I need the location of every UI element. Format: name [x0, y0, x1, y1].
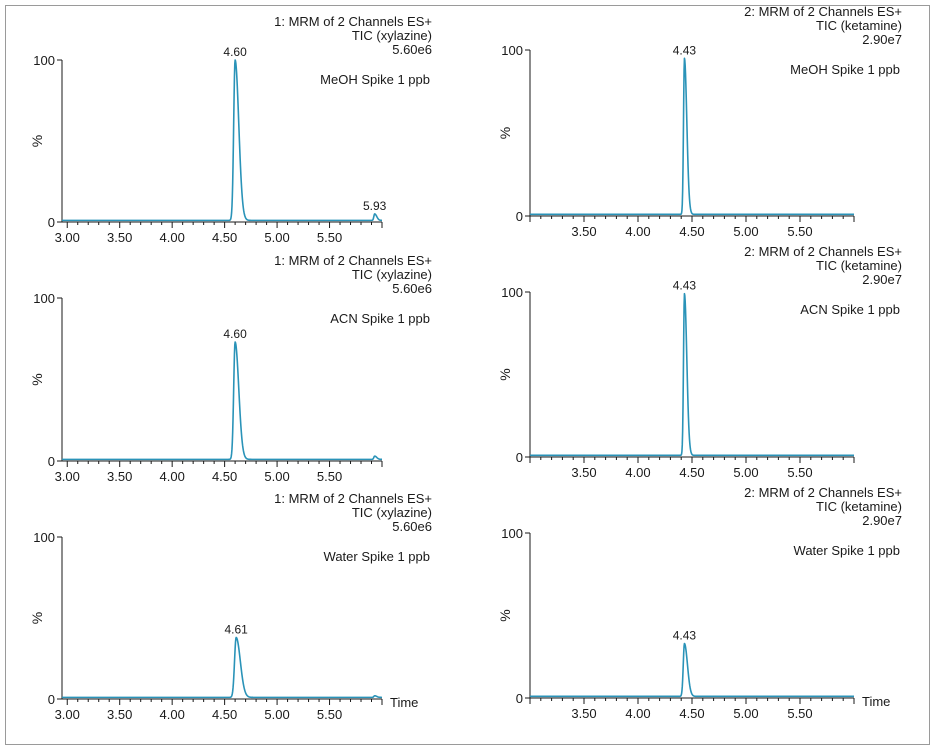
y-axis-label: %	[497, 368, 513, 380]
chromatogram-trace	[61, 636, 383, 699]
panel-header-line: 2.90e7	[862, 513, 902, 528]
chromatogram-panel: 1: MRM of 2 Channels ES+TIC (xylazine)5.…	[29, 14, 432, 245]
x-tick-label: 4.50	[212, 230, 237, 245]
chromatogram-trace	[61, 341, 383, 461]
panel-header-line: TIC (ketamine)	[816, 18, 902, 33]
y-tick-label: 100	[501, 526, 523, 541]
panel-header-line: TIC (ketamine)	[816, 499, 902, 514]
chromatogram-panel: 2: MRM of 2 Channels ES+TIC (ketamine)2.…	[497, 4, 902, 239]
x-tick-label: 5.00	[733, 706, 758, 721]
panel-header-line: TIC (xylazine)	[352, 267, 432, 282]
x-tick-label: 4.00	[160, 469, 185, 484]
x-tick-label: 5.00	[264, 230, 289, 245]
x-tick-label: 4.00	[160, 230, 185, 245]
chromatogram-panel: 1: MRM of 2 Channels ES+TIC (xylazine)5.…	[29, 253, 432, 484]
y-tick-label: 100	[33, 53, 55, 68]
peak-rt-label: 5.93	[363, 199, 387, 213]
panel-header-line: 5.60e6	[392, 42, 432, 57]
x-tick-label: 4.50	[679, 465, 704, 480]
x-axis-label: Time	[862, 694, 890, 709]
sample-label: ACN Spike 1 ppb	[330, 311, 430, 326]
x-tick-label: 3.50	[107, 469, 132, 484]
sample-label: MeOH Spike 1 ppb	[790, 62, 900, 77]
y-tick-label: 0	[48, 454, 55, 469]
sample-label: Water Spike 1 ppb	[794, 543, 900, 558]
x-tick-label: 4.00	[160, 707, 185, 722]
x-tick-label: 5.50	[317, 230, 342, 245]
panel-header-line: 2: MRM of 2 Channels ES+	[744, 4, 902, 19]
chromatogram-trace	[529, 292, 855, 457]
panel-header-line: 1: MRM of 2 Channels ES+	[274, 491, 432, 506]
x-tick-label: 3.50	[107, 230, 132, 245]
x-tick-label: 3.50	[571, 706, 596, 721]
panel-header-line: 5.60e6	[392, 519, 432, 534]
x-tick-label: 5.00	[733, 224, 758, 239]
x-tick-label: 5.00	[733, 465, 758, 480]
panel-header-line: 1: MRM of 2 Channels ES+	[274, 253, 432, 268]
chromatogram-trace	[61, 59, 383, 222]
y-tick-label: 0	[516, 691, 523, 706]
chromatogram-panel: 1: MRM of 2 Channels ES+TIC (xylazine)5.…	[29, 491, 432, 722]
chromatogram-trace	[529, 57, 855, 216]
x-tick-label: 3.50	[571, 224, 596, 239]
peak-rt-label: 4.43	[673, 43, 697, 57]
x-tick-label: 5.50	[787, 465, 812, 480]
panel-header-line: 2: MRM of 2 Channels ES+	[744, 485, 902, 500]
x-tick-label: 3.00	[55, 707, 80, 722]
y-axis-label: %	[29, 612, 45, 624]
panel-header-line: 5.60e6	[392, 281, 432, 296]
y-tick-label: 100	[33, 291, 55, 306]
y-tick-label: 0	[516, 209, 523, 224]
x-tick-label: 3.50	[571, 465, 596, 480]
y-tick-label: 100	[501, 285, 523, 300]
x-tick-label: 5.00	[264, 469, 289, 484]
x-tick-label: 5.50	[317, 469, 342, 484]
panel-header-line: TIC (xylazine)	[352, 505, 432, 520]
x-tick-label: 4.50	[679, 224, 704, 239]
panel-header-line: 2: MRM of 2 Channels ES+	[744, 244, 902, 259]
sample-label: Water Spike 1 ppb	[324, 549, 430, 564]
x-tick-label: 4.00	[625, 224, 650, 239]
figure-frame	[5, 5, 930, 745]
panel-header-line: TIC (xylazine)	[352, 28, 432, 43]
x-tick-label: 4.00	[625, 465, 650, 480]
y-axis-label: %	[29, 373, 45, 385]
peak-rt-label: 4.60	[223, 327, 247, 341]
x-tick-label: 3.00	[55, 469, 80, 484]
x-tick-label: 4.50	[679, 706, 704, 721]
x-tick-label: 5.00	[264, 707, 289, 722]
x-tick-label: 4.00	[625, 706, 650, 721]
x-tick-label: 3.50	[107, 707, 132, 722]
y-axis-label: %	[497, 609, 513, 621]
y-axis-label: %	[497, 127, 513, 139]
panel-header-line: 2.90e7	[862, 32, 902, 47]
sample-label: ACN Spike 1 ppb	[800, 302, 900, 317]
x-tick-label: 3.00	[55, 230, 80, 245]
panel-header-line: 1: MRM of 2 Channels ES+	[274, 14, 432, 29]
peak-rt-label: 4.43	[673, 279, 697, 293]
chromatogram-panel: 2: MRM of 2 Channels ES+TIC (ketamine)2.…	[497, 485, 902, 721]
panel-header-line: TIC (ketamine)	[816, 258, 902, 273]
y-axis-label: %	[29, 135, 45, 147]
y-tick-label: 0	[516, 450, 523, 465]
y-tick-label: 0	[48, 215, 55, 230]
y-tick-label: 100	[33, 530, 55, 545]
peak-rt-label: 4.60	[223, 45, 247, 59]
peak-rt-label: 4.61	[224, 622, 248, 636]
x-tick-label: 5.50	[787, 224, 812, 239]
x-tick-label: 5.50	[317, 707, 342, 722]
sample-label: MeOH Spike 1 ppb	[320, 72, 430, 87]
x-axis-label: Time	[390, 695, 418, 710]
x-tick-label: 4.50	[212, 469, 237, 484]
y-tick-label: 100	[501, 43, 523, 58]
panel-header-line: 2.90e7	[862, 272, 902, 287]
peak-rt-label: 4.43	[673, 629, 697, 643]
x-tick-label: 5.50	[787, 706, 812, 721]
chromatogram-trace	[529, 642, 855, 698]
chromatogram-panel: 2: MRM of 2 Channels ES+TIC (ketamine)2.…	[497, 244, 902, 480]
y-tick-label: 0	[48, 692, 55, 707]
x-tick-label: 4.50	[212, 707, 237, 722]
